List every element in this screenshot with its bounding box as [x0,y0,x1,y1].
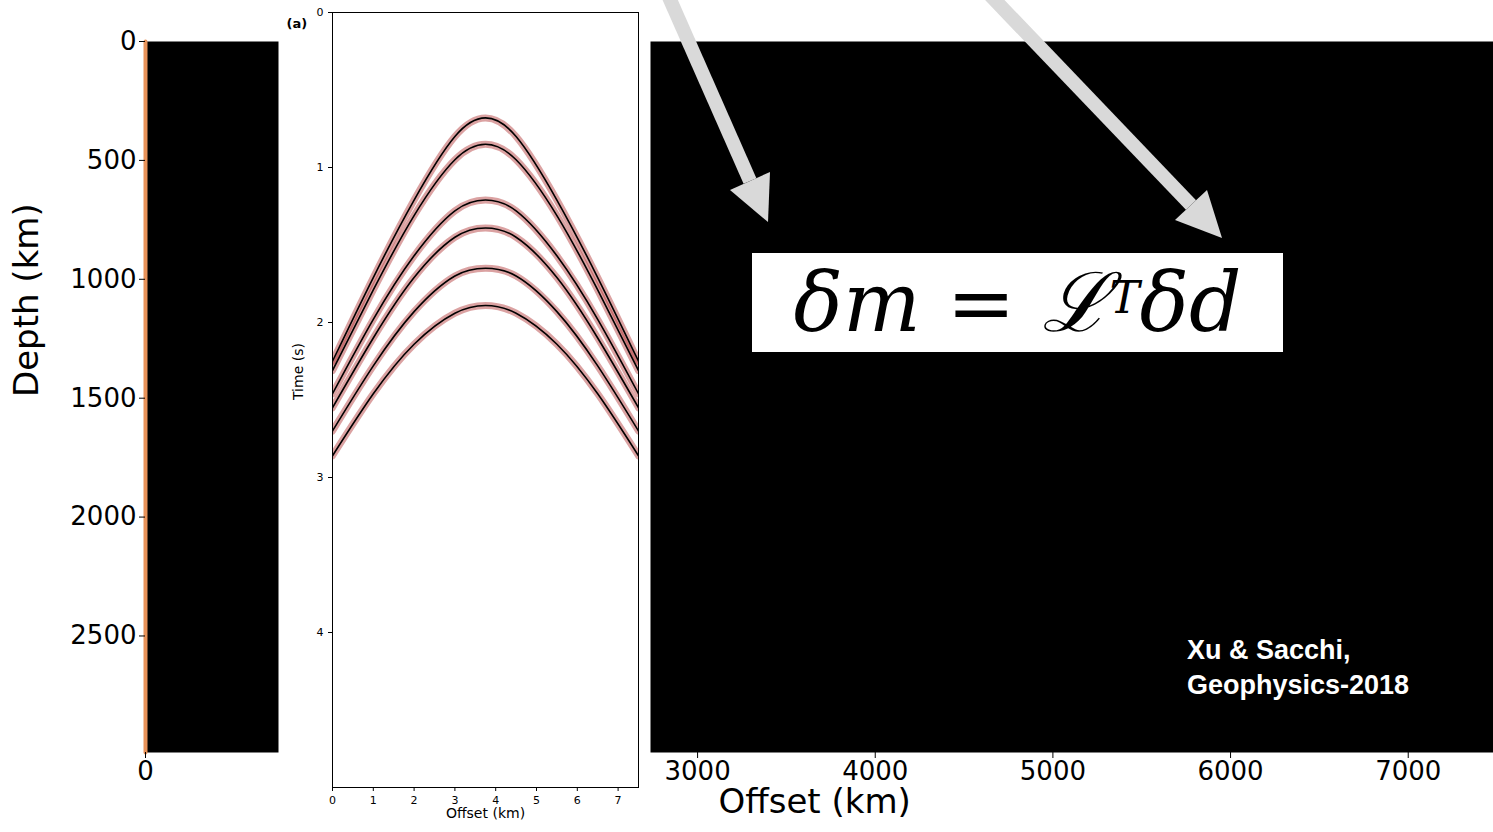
svg-text:0: 0 [120,26,137,56]
svg-text:7000: 7000 [1375,756,1441,786]
svg-text:0: 0 [137,756,154,786]
svg-text:0: 0 [329,794,336,807]
svg-text:3000: 3000 [664,756,731,786]
svg-text:4: 4 [492,794,500,808]
svg-text:500: 500 [87,145,137,175]
svg-text:1000: 1000 [70,264,136,294]
svg-text:3: 3 [317,471,324,484]
svg-text:1: 1 [317,161,324,174]
svg-text:6: 6 [574,794,581,807]
svg-text:3: 3 [451,794,459,808]
svg-text:5: 5 [533,794,540,807]
svg-text:Offset (km): Offset (km) [446,805,525,821]
svg-text:1: 1 [370,794,377,807]
svg-text:Offset (km): Offset (km) [719,781,911,821]
svg-text:7: 7 [615,794,622,807]
svg-text:4: 4 [317,626,324,639]
svg-text:(a): (a) [287,16,308,31]
svg-text:2500: 2500 [70,620,136,650]
html-text:Geophysics-2018: Geophysics-2018 [1187,670,1410,701]
svg-text:5000: 5000 [1020,756,1086,786]
svg-text:2000: 2000 [70,501,136,531]
svg-text:2: 2 [411,794,418,807]
svg-text:6000: 6000 [1197,756,1263,786]
svg-text:2: 2 [317,316,324,329]
svg-text:0: 0 [317,6,324,19]
svg-text:Depth (km): Depth (km) [6,203,46,397]
svg-text:Time (s): Time (s) [290,343,306,401]
svg-text:1500: 1500 [70,383,136,413]
html-text:Xu & Sacchi,: Xu & Sacchi, [1187,635,1351,665]
html-text:δm = ℒTδd: δm = ℒTδd [793,254,1242,350]
svg-text:4000: 4000 [842,756,909,786]
